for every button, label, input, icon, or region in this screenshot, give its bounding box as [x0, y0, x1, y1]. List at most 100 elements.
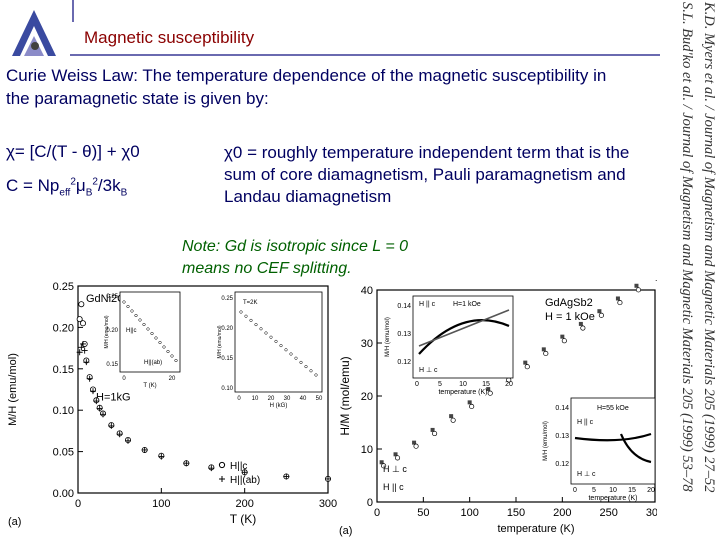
inset-2-point: [279, 344, 283, 348]
slide-title: Magnetic susceptibility: [84, 28, 255, 47]
inset-1-curve-hpar: [418, 309, 510, 347]
inset-2-ylabel: M/H (emu/mol): [543, 421, 549, 461]
inset-1-label-hab: H||(ab): [144, 360, 162, 366]
inset-1-point: [158, 340, 162, 345]
data-point-hpar: [543, 350, 549, 357]
inset-1-label-hpar: H || c: [419, 301, 436, 308]
data-point-hab: [90, 388, 96, 395]
inset-1-ylabel: M/H (emu/mol): [104, 315, 110, 348]
y-tick-label: 40: [361, 285, 373, 297]
inset-2-x-tick: 50: [316, 396, 323, 402]
note-line-2: means no CEF splitting.: [182, 260, 352, 277]
legend-label-hab: H||(ab): [230, 475, 260, 486]
inset-1-label-hperp: H ⊥ c: [419, 367, 438, 374]
inset-2-ylabel: M/H (emu/mol): [217, 325, 223, 358]
chi0-explanation: χ0 = roughly temperature independent ter…: [224, 143, 630, 206]
inset-1-frame: [412, 295, 514, 379]
plot-frame: [77, 285, 329, 494]
eq2-part2: /3k: [97, 176, 121, 195]
inset-1-ylabel: M/H (emu/mol): [385, 317, 391, 357]
legend-label-hpar: H || c: [383, 482, 404, 492]
y-axis-label: M/H (emu/mol): [7, 353, 19, 426]
inset-2-x-tick: 0: [237, 396, 241, 402]
inset-1-x-tick: 0: [415, 381, 419, 388]
legend-label-hc: H||c: [230, 461, 247, 472]
data-point-hab: [325, 475, 331, 482]
inset-2-y-tick: 0.12: [555, 461, 569, 468]
inset-2-point: [314, 373, 318, 377]
compound-label: GdAgSb2: [545, 297, 593, 309]
x-tick-label: 100: [152, 498, 170, 510]
data-point-hperp: [412, 440, 417, 445]
field-label: H=1kG: [96, 391, 131, 403]
panel-label: (a): [8, 516, 21, 528]
data-point-hpar: [524, 364, 530, 370]
data-point-hperp: [541, 347, 546, 352]
data-point-hc: [78, 301, 85, 308]
inset-2-point: [264, 331, 268, 335]
inset-2-x-tick: 5: [592, 487, 596, 494]
data-point-hab: [208, 465, 215, 472]
inset-2-y-tick: 0.14: [555, 405, 569, 412]
citation-2: S.L. Bud'ko et al. / Journal of Magnetis…: [679, 2, 695, 492]
x-tick-label: 150: [507, 507, 525, 519]
inset-2-x-tick: 10: [609, 487, 617, 494]
data-point-hc: [76, 316, 83, 323]
inset-1-point: [138, 318, 142, 322]
inset-1-point: [134, 313, 138, 318]
data-point-hpar: [487, 390, 493, 396]
inset-2-y-tick: 0.15: [221, 356, 233, 362]
inset-2-point: [244, 314, 248, 318]
inset-2-x-tick: 30: [284, 396, 291, 402]
data-point-hperp: [523, 360, 528, 365]
y-tick-label: 0.20: [53, 322, 74, 334]
inset-2-label-field: H=55 kOe: [597, 405, 629, 412]
inset-2-label-hpar: H || c: [577, 419, 594, 426]
data-point-hperp: [430, 427, 435, 432]
inset-1-point: [170, 354, 174, 358]
data-point-hperp: [393, 452, 398, 457]
inset-1-point: [142, 322, 146, 327]
eq2-sup2: 2: [92, 176, 98, 188]
data-point-hab: [283, 473, 290, 480]
inset-1-label-field: H=1 kOe: [453, 301, 481, 308]
eq2-mu: μ: [75, 176, 86, 195]
inset-1-y-tick: 0.15: [106, 362, 118, 368]
data-point-hab: [86, 375, 93, 382]
y-tick-label: 0.00: [53, 488, 74, 500]
inset-2-point: [269, 335, 273, 339]
inset-2-point: [299, 360, 303, 364]
data-point-hab: [241, 469, 248, 476]
data-point-hperp: [560, 334, 565, 339]
data-point-hab: [81, 347, 88, 354]
chart-gdagsb2: 050100150200250300010203040temperature (…: [338, 280, 657, 537]
inset-1-x-tick: 20: [505, 381, 513, 388]
header-rule: [70, 54, 660, 56]
inset-1-point: [122, 300, 126, 304]
inset-2-label: T=2K: [243, 300, 258, 306]
data-point-hperp: [578, 321, 583, 326]
data-point-hpar: [635, 287, 642, 293]
inset-1-point: [154, 336, 158, 340]
inset-2-x-tick: 20: [268, 396, 275, 402]
inset-1-y-tick: 0.13: [397, 331, 411, 338]
inset-2-point: [289, 352, 293, 356]
data-point-hab: [125, 437, 131, 444]
inset-2-frame: [234, 291, 323, 393]
y-tick-label: 10: [361, 444, 373, 456]
data-point-hab: [96, 405, 103, 412]
data-point-hpar: [413, 443, 419, 449]
data-point-hperp: [379, 460, 384, 465]
y-tick-label: 0.10: [53, 405, 74, 417]
inset-2-y-tick: 0.20: [221, 326, 233, 332]
data-point-hpar: [381, 463, 387, 469]
inset-1-xlabel: T (K): [143, 383, 156, 389]
inset-1-point: [130, 309, 134, 313]
y-axis-label: H/M (mol/emu): [338, 356, 352, 435]
eq2-sub-b: B: [85, 187, 93, 199]
x-tick-label: 0: [75, 498, 81, 510]
eq2-sub-b2: B: [120, 187, 128, 199]
data-point-hpar: [580, 325, 586, 331]
inset-2-xlabel: H (kG): [270, 403, 288, 409]
